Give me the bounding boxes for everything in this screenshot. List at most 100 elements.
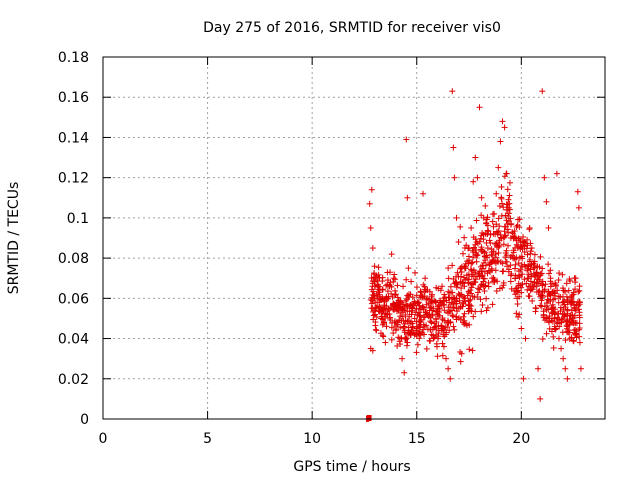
data-point <box>445 365 452 372</box>
data-point <box>373 314 380 321</box>
data-point <box>550 308 557 315</box>
data-point <box>469 280 476 287</box>
data-point <box>384 269 391 276</box>
data-point <box>492 240 499 247</box>
data-point <box>472 308 479 315</box>
data-point <box>493 228 500 235</box>
data-point <box>518 289 525 296</box>
data-point <box>441 317 448 324</box>
data-point <box>421 323 428 330</box>
data-point <box>409 324 416 331</box>
data-point <box>394 294 401 301</box>
data-point <box>494 244 501 251</box>
data-point <box>381 313 388 320</box>
data-point <box>417 312 424 319</box>
data-point <box>432 308 439 315</box>
data-point <box>552 283 559 290</box>
data-point <box>411 298 418 305</box>
data-point <box>475 270 482 277</box>
data-point <box>489 211 496 218</box>
data-point <box>524 242 531 249</box>
data-point <box>413 349 420 356</box>
data-point <box>369 297 376 304</box>
data-point <box>487 260 494 267</box>
data-point <box>366 200 373 207</box>
data-point <box>403 136 410 143</box>
data-point <box>470 178 477 185</box>
data-point <box>451 174 458 181</box>
data-point <box>484 254 491 261</box>
data-point <box>403 276 410 283</box>
y-tick-label: 0.12 <box>58 171 89 187</box>
data-point <box>504 186 511 193</box>
x-tick-label: 5 <box>203 431 212 447</box>
data-point <box>402 336 409 343</box>
data-point <box>428 319 435 326</box>
data-point <box>463 242 470 249</box>
data-point <box>449 312 456 319</box>
data-point <box>375 307 382 314</box>
data-point <box>445 275 452 282</box>
data-point <box>461 234 468 241</box>
data-point <box>453 305 460 312</box>
data-point <box>428 291 435 298</box>
data-point <box>388 290 395 297</box>
data-point <box>547 278 554 285</box>
data-point <box>466 346 473 353</box>
data-point <box>418 292 425 299</box>
data-point <box>416 313 423 320</box>
data-point <box>462 263 469 270</box>
data-point <box>467 287 474 294</box>
data-point <box>371 263 378 270</box>
data-point <box>512 261 519 268</box>
data-point <box>530 270 537 277</box>
data-point <box>369 347 376 354</box>
x-tick-label: 20 <box>512 431 530 447</box>
data-point <box>511 233 518 240</box>
data-point <box>458 285 465 292</box>
data-point <box>375 286 382 293</box>
data-point <box>450 144 457 151</box>
data-point <box>504 226 511 233</box>
data-point <box>568 300 575 307</box>
data-point <box>451 280 458 287</box>
data-point <box>541 303 548 310</box>
data-point <box>457 304 464 311</box>
data-point <box>507 278 514 285</box>
data-point <box>498 183 505 190</box>
data-point <box>388 251 395 258</box>
data-point <box>392 276 399 283</box>
data-point <box>487 231 494 238</box>
data-point <box>546 313 553 320</box>
data-point <box>385 306 392 313</box>
data-point <box>515 313 522 320</box>
data-point <box>478 268 485 275</box>
data-point <box>427 338 434 345</box>
data-point <box>465 279 472 286</box>
data-point <box>425 313 432 320</box>
data-point <box>524 251 531 258</box>
data-point <box>567 312 574 319</box>
data-point <box>414 341 421 348</box>
data-point <box>501 173 508 180</box>
data-point <box>422 275 429 282</box>
data-point <box>470 249 477 256</box>
data-point <box>469 259 476 266</box>
data-point <box>435 322 442 329</box>
data-point <box>439 352 446 359</box>
data-point <box>508 271 515 278</box>
data-point <box>479 229 486 236</box>
data-point <box>478 282 485 289</box>
x-axis-label: GPS time / hours <box>293 459 410 475</box>
data-point <box>441 302 448 309</box>
data-point <box>388 324 395 331</box>
data-point <box>559 271 566 278</box>
data-point <box>409 323 416 330</box>
data-point <box>468 284 475 291</box>
data-point <box>400 283 407 290</box>
data-point <box>379 274 386 281</box>
data-point <box>545 297 552 304</box>
y-tick-label: 0.04 <box>58 332 89 348</box>
data-point <box>370 288 377 295</box>
